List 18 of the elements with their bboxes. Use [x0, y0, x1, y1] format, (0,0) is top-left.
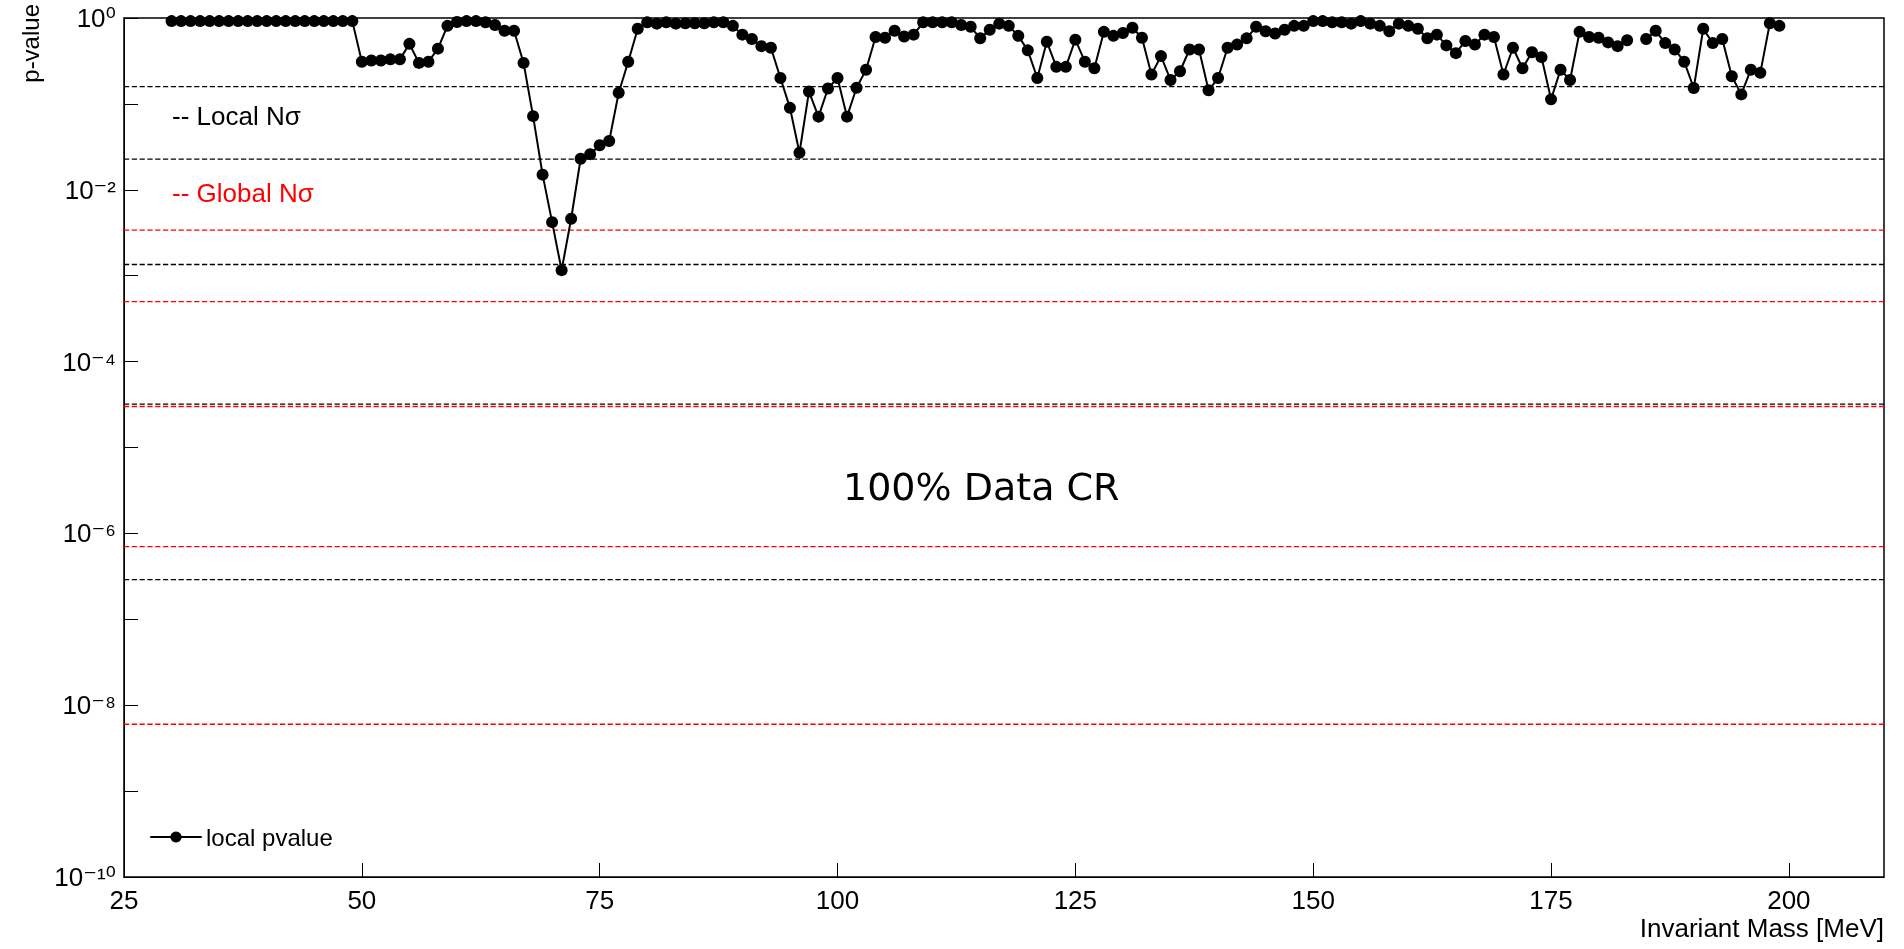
y-tick-label: 10⁻⁶: [62, 518, 116, 549]
annotation: -- Local Nσ: [172, 101, 301, 131]
x-tick-label: 200: [1767, 885, 1811, 915]
y-tick-label: 10⁻⁸: [62, 690, 116, 721]
x-axis-title: Invariant Mass [MeV]: [1639, 913, 1884, 943]
x-tick-label: 175: [1529, 885, 1573, 915]
legend-label: local pvalue: [206, 823, 333, 851]
x-tick-label: 100: [815, 885, 860, 915]
annotation: 100% Data CR: [843, 465, 1120, 509]
y-tick-label: 10⁰: [76, 3, 116, 33]
x-tick-label: 125: [1053, 885, 1098, 915]
y-axis-title: p-value: [16, 4, 44, 83]
annotation: -- Global Nσ: [172, 178, 314, 208]
x-tick-label: 75: [585, 885, 615, 915]
y-tick-label: 10⁻²: [64, 174, 117, 205]
x-tick-label: 50: [347, 885, 377, 915]
x-tick-label: 150: [1291, 885, 1335, 915]
y-tick-label: 10⁻⁴: [62, 346, 116, 377]
